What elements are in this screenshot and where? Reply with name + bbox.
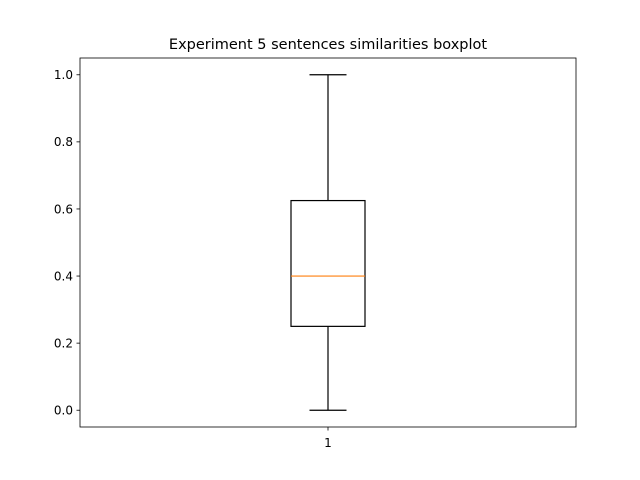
y-tick-label: 0.6 bbox=[54, 202, 73, 216]
y-axis: 0.0 0.2 0.4 0.6 0.8 1.0 bbox=[54, 68, 80, 418]
y-tick-label: 0.0 bbox=[54, 404, 73, 418]
x-axis: 1 bbox=[324, 427, 332, 450]
x-tick-label: 1 bbox=[324, 436, 332, 450]
y-tick-label: 0.2 bbox=[54, 336, 73, 350]
y-tick-label: 1.0 bbox=[54, 68, 73, 82]
iqr-box bbox=[290, 199, 366, 327]
chart-title: Experiment 5 sentences similarities boxp… bbox=[169, 37, 487, 53]
plot-frame bbox=[79, 57, 577, 428]
y-tick-label: 0.4 bbox=[54, 269, 73, 283]
y-tick-label: 0.8 bbox=[54, 135, 73, 149]
box-group bbox=[290, 74, 366, 411]
